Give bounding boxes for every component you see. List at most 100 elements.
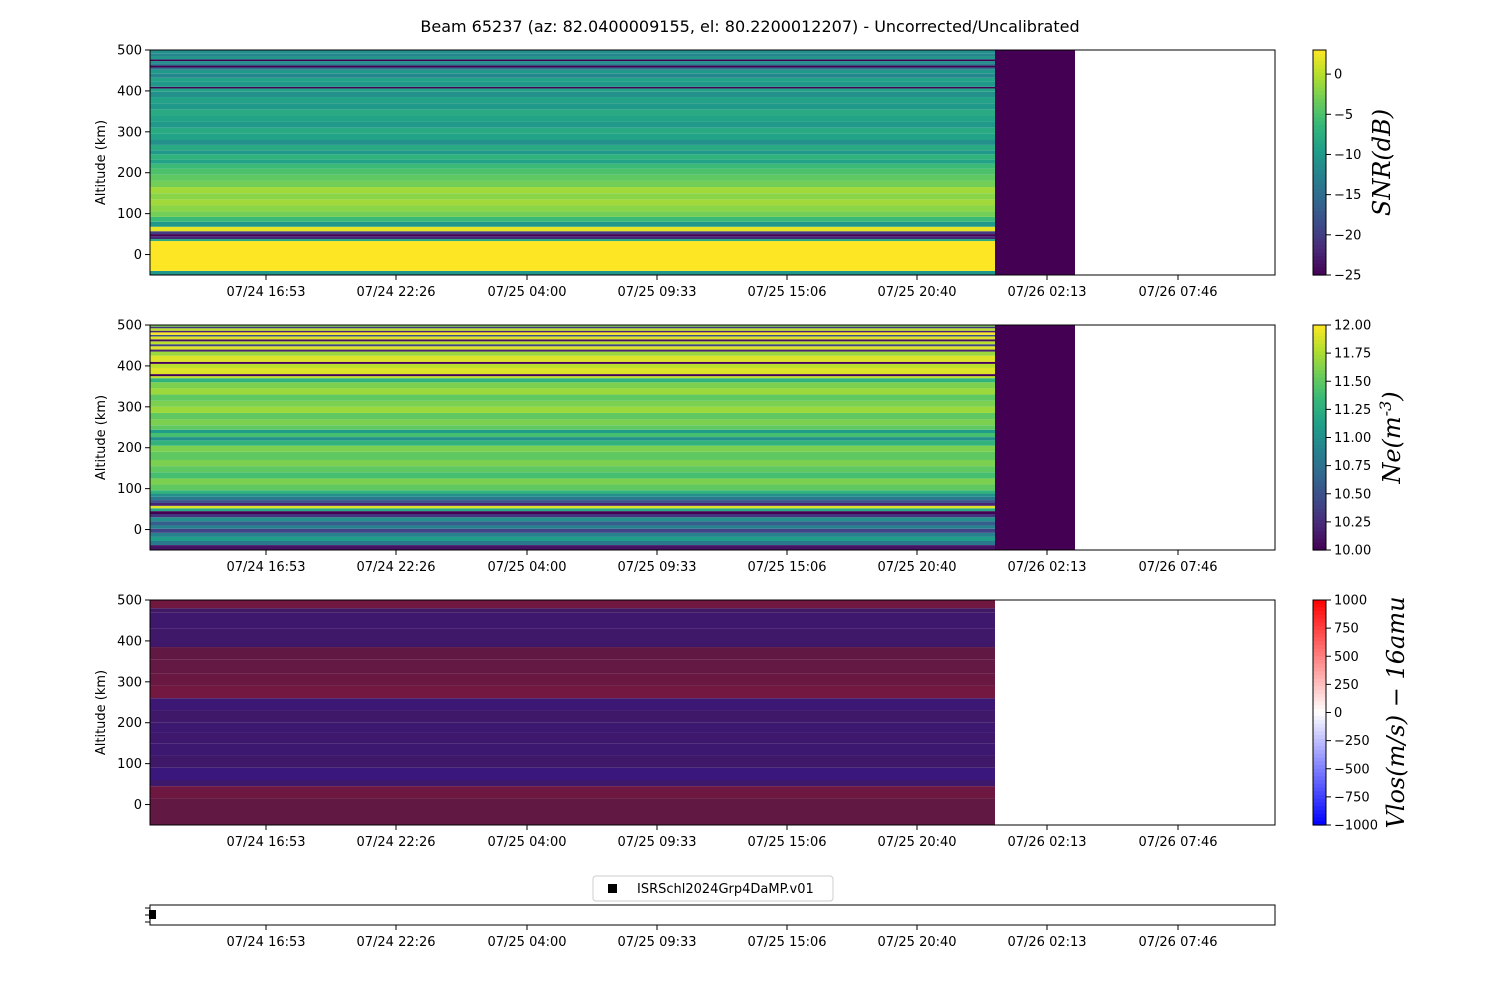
heatmap-band xyxy=(150,127,995,134)
colorbar-segment xyxy=(1313,226,1326,231)
colorbar-tick-label: 10.50 xyxy=(1334,487,1371,502)
colorbar-segment xyxy=(1313,671,1326,676)
y-axis-label: Altitude (km) xyxy=(94,120,109,205)
colorbar-segment xyxy=(1313,83,1326,89)
colorbar-segment xyxy=(1313,705,1326,710)
x-tick-label: 07/25 15:06 xyxy=(747,835,826,850)
colorbar-segment xyxy=(1313,411,1326,416)
y-tick-label: 100 xyxy=(117,757,142,772)
heatmap-band xyxy=(150,406,995,413)
heatmap-band xyxy=(150,685,995,699)
x-tick-label: 07/26 07:46 xyxy=(1138,560,1217,575)
colorbar-segment xyxy=(1313,271,1326,276)
heatmap-filler-block xyxy=(995,325,1075,550)
x-tick-label: 07/25 20:40 xyxy=(877,935,956,950)
heatmap-band xyxy=(150,388,995,395)
x-tick-label: 07/26 07:46 xyxy=(1138,285,1217,300)
colorbar-segment xyxy=(1313,641,1326,646)
colorbar-segment xyxy=(1313,65,1326,70)
y-tick-label: 300 xyxy=(117,675,142,690)
colorbar-segment xyxy=(1313,645,1326,650)
heatmap-band xyxy=(150,440,995,446)
colorbar-segment xyxy=(1313,746,1326,751)
colorbar-segment xyxy=(1313,603,1326,609)
colorbar-segment xyxy=(1313,727,1326,732)
x-tick-label: 07/25 09:33 xyxy=(617,935,696,950)
x-tick-label: 07/25 04:00 xyxy=(487,935,566,950)
heatmap-band xyxy=(150,755,995,768)
colorbar-tick-label: 0 xyxy=(1334,706,1342,721)
colorbar-segment xyxy=(1313,377,1326,382)
colorbar-segment xyxy=(1313,50,1326,55)
colorbar-segment xyxy=(1313,738,1326,744)
colorbar-segment xyxy=(1313,787,1326,792)
heatmap-band xyxy=(150,168,995,175)
heatmap-band xyxy=(150,77,995,82)
x-tick-label: 07/25 15:06 xyxy=(747,560,826,575)
colorbar-segment xyxy=(1313,542,1326,547)
colorbar-segment xyxy=(1313,260,1326,265)
heatmap-band xyxy=(150,412,995,420)
colorbar-segment xyxy=(1313,336,1326,341)
colorbar-segment xyxy=(1313,701,1326,706)
colorbar-tick-label: −10 xyxy=(1334,148,1361,163)
heatmap-band xyxy=(150,460,995,467)
heatmap-band xyxy=(150,144,995,151)
legend: ISRSchl2024Grp4DaMP.v01 xyxy=(592,875,834,902)
heatmap-band xyxy=(150,505,995,509)
colorbar-tick-label: 11.00 xyxy=(1334,431,1371,446)
colorbar-segment xyxy=(1313,731,1326,736)
heatmap-band xyxy=(150,159,995,164)
heatmap-band xyxy=(150,50,995,54)
colorbar-label: SNR(dB) xyxy=(1368,109,1396,216)
heatmap-band xyxy=(150,174,995,181)
x-tick-label: 07/25 20:40 xyxy=(877,285,956,300)
colorbar-segment xyxy=(1313,538,1326,544)
legend-marker xyxy=(608,884,617,893)
heatmap-band xyxy=(150,154,995,160)
colorbar-segment xyxy=(1313,203,1326,209)
ne-panel: 0 100 200 300 400 500 Altitude (km) 07/24 16:53… xyxy=(94,319,1406,576)
heatmap-band xyxy=(150,56,995,60)
colorbar-segment xyxy=(1313,478,1326,484)
heatmap-band xyxy=(150,103,995,110)
heatmap-band xyxy=(150,328,995,331)
heatmap-band xyxy=(150,344,995,347)
colorbar-segment xyxy=(1313,400,1326,405)
colorbar-segment xyxy=(1313,660,1326,665)
heatmap-band xyxy=(150,673,995,686)
colorbar-segment xyxy=(1313,343,1326,349)
heatmap-band xyxy=(150,193,995,200)
x-tick-label: 07/24 16:53 xyxy=(226,835,305,850)
colorbar-segment xyxy=(1313,140,1326,145)
heatmap-band xyxy=(150,659,995,674)
heatmap-band xyxy=(150,199,995,206)
colorbar-segment xyxy=(1313,761,1326,766)
colorbar-segment xyxy=(1313,430,1326,435)
x-tick-label: 07/24 16:53 xyxy=(226,560,305,575)
colorbar-segment xyxy=(1313,716,1326,721)
y-tick-label: 400 xyxy=(117,359,142,374)
colorbar-segment xyxy=(1313,798,1326,804)
colorbar-segment xyxy=(1313,720,1326,725)
colorbar-segment xyxy=(1313,686,1326,691)
colorbar-segment xyxy=(1313,467,1326,472)
colorbar-segment xyxy=(1313,233,1326,239)
colorbar-segment xyxy=(1313,690,1326,695)
colorbar-segment xyxy=(1313,663,1326,669)
colorbar-segment xyxy=(1313,143,1326,149)
heatmap-band xyxy=(150,608,995,613)
heatmap-band xyxy=(150,612,995,629)
heatmap-band xyxy=(150,536,995,541)
heatmap-band xyxy=(150,97,995,104)
colorbar-tick-label: −250 xyxy=(1334,734,1370,749)
colorbar-tick-label: 10.75 xyxy=(1334,459,1371,474)
colorbar-segment xyxy=(1313,370,1326,375)
heatmap-band xyxy=(150,140,995,145)
colorbar-segment xyxy=(1313,622,1326,627)
colorbar-segment xyxy=(1313,441,1326,446)
colorbar-segment xyxy=(1313,757,1326,762)
heatmap-band xyxy=(150,239,995,242)
heatmap-band xyxy=(150,341,995,345)
legend-box xyxy=(592,875,834,902)
